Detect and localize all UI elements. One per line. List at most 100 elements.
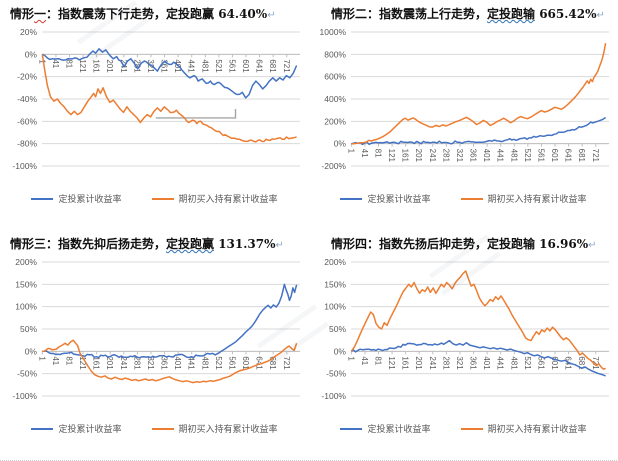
svg-text:481: 481 — [509, 149, 518, 163]
paragraph-mark-icon: ↵ — [275, 240, 284, 251]
svg-text:200%: 200% — [324, 116, 346, 126]
legend-label: 期初买入持有累计收益率 — [487, 194, 587, 204]
svg-text:121: 121 — [78, 356, 87, 370]
svg-text:321: 321 — [146, 59, 155, 73]
paragraph-mark-icon: ↵ — [588, 240, 597, 251]
legend-label: 期初买入持有累计收益率 — [178, 424, 278, 434]
svg-text:481: 481 — [509, 356, 518, 370]
svg-text:321: 321 — [455, 356, 464, 370]
svg-text:41: 41 — [51, 59, 60, 68]
svg-text:641: 641 — [564, 149, 573, 163]
title-text: 665.42% — [535, 7, 597, 21]
series-line-buyhold — [350, 270, 606, 370]
legend-label: 定投累计收益率 — [367, 424, 431, 434]
series-line-dca — [351, 116, 607, 146]
svg-text:161: 161 — [401, 149, 410, 163]
svg-text:721: 721 — [591, 149, 600, 163]
svg-text:521: 521 — [523, 149, 532, 163]
svg-text:361: 361 — [160, 59, 169, 73]
svg-text:150%: 150% — [15, 279, 37, 289]
chart-legend: 定投累计收益率 期初买入持有累计收益率 — [309, 422, 618, 435]
svg-text:-100%: -100% — [12, 391, 37, 401]
svg-text:-100%: -100% — [321, 391, 346, 401]
legend-item-buyhold: 期初买入持有累计收益率 — [151, 192, 278, 205]
chart-panel-scenario-1: 情形一：指数震荡下行走势，定投跑赢 64.40%↵ 20% 0% -20% -40% -… — [0, 0, 309, 230]
svg-text:121: 121 — [387, 356, 396, 370]
title-spellcheck-segment: 一 — [34, 7, 47, 21]
gridlines — [351, 31, 609, 167]
svg-text:241: 241 — [428, 149, 437, 163]
legend-label: 定投累计收益率 — [58, 424, 122, 434]
chart-legend: 定投累计收益率 期初买入持有累计收益率 — [0, 192, 309, 205]
x-axis — [350, 143, 609, 147]
svg-text:200%: 200% — [324, 257, 346, 267]
svg-text:1: 1 — [37, 59, 46, 64]
svg-text:161: 161 — [401, 356, 410, 370]
y-axis-labels: 200% 150% 100% 50% 0% -50% -100% — [321, 257, 346, 401]
gridlines — [42, 31, 300, 167]
svg-text:361: 361 — [469, 149, 478, 163]
legend-line-swatch-orange — [460, 427, 483, 430]
svg-text:81: 81 — [373, 149, 382, 158]
svg-text:441: 441 — [187, 59, 196, 73]
svg-text:401: 401 — [482, 149, 491, 163]
svg-text:-80%: -80% — [17, 139, 37, 149]
svg-text:50%: 50% — [329, 324, 346, 334]
svg-text:281: 281 — [441, 149, 450, 163]
legend-line-swatch-blue — [31, 427, 54, 430]
x-axis-labels: 1 41 81 121 161 201 241 281 321 361 401 441 481 521 56… — [37, 356, 290, 370]
legend-item-buyhold: 期初买入持有累计收益率 — [460, 422, 587, 435]
svg-text:201: 201 — [105, 59, 114, 73]
svg-text:641: 641 — [255, 59, 264, 73]
svg-text:81: 81 — [64, 59, 73, 68]
legend-label: 期初买入持有累计收益率 — [178, 194, 278, 204]
series-line-buyhold — [351, 43, 607, 145]
svg-text:81: 81 — [373, 356, 382, 365]
svg-text:200%: 200% — [15, 257, 37, 267]
svg-text:481: 481 — [200, 356, 209, 370]
series-line-dca — [350, 339, 606, 377]
paragraph-mark-icon: ↵ — [596, 10, 605, 21]
svg-text:321: 321 — [455, 149, 464, 163]
svg-text:800%: 800% — [324, 49, 346, 59]
svg-text:150%: 150% — [324, 279, 346, 289]
title-spellcheck-segment: 定投跑赢 — [166, 237, 215, 251]
svg-text:0%: 0% — [334, 139, 347, 149]
svg-text:681: 681 — [268, 356, 277, 370]
chart-title-scenario-2: 情形二：指数震荡上行走势，定投跑输 665.42%↵ — [309, 0, 618, 24]
svg-text:41: 41 — [360, 149, 369, 158]
svg-text:401: 401 — [482, 356, 491, 370]
legend-item-dca: 定投累计收益率 — [31, 192, 122, 205]
x-axis-labels: 1 41 81 121 161 201 241 281 321 361 401 441 481 521 56… — [346, 149, 599, 163]
title-text: ：指数震荡下行走势，定投跑赢 64.40% — [46, 7, 268, 21]
legend-item-buyhold: 期初买入持有累计收益率 — [151, 422, 278, 435]
svg-text:81: 81 — [64, 356, 73, 365]
svg-text:561: 561 — [536, 356, 545, 370]
svg-text:721: 721 — [282, 356, 291, 370]
line-chart-canvas: 1000% 800% 600% 400% 200% 0% -200% 1 41 81 121 161 2… — [320, 27, 609, 171]
svg-text:-50%: -50% — [17, 369, 37, 379]
svg-text:401: 401 — [173, 356, 182, 370]
x-axis-labels: 1 41 81 121 161 201 241 281 321 361 401 441 481 521 56… — [346, 356, 599, 370]
svg-text:1: 1 — [346, 149, 355, 154]
legend-label: 定投累计收益率 — [367, 194, 431, 204]
svg-text:161: 161 — [92, 356, 101, 370]
legend-label: 定投累计收益率 — [58, 194, 122, 204]
svg-text:600%: 600% — [324, 72, 346, 82]
legend-line-swatch-orange — [151, 427, 174, 430]
svg-text:400%: 400% — [324, 94, 346, 104]
svg-text:201: 201 — [414, 356, 423, 370]
svg-text:0%: 0% — [334, 346, 347, 356]
svg-text:641: 641 — [255, 356, 264, 370]
y-axis-labels: 200% 150% 100% 50% 0% -50% -100% — [12, 257, 37, 401]
svg-text:-50%: -50% — [326, 369, 346, 379]
legend-line-swatch-orange — [460, 197, 483, 200]
svg-text:721: 721 — [282, 59, 291, 73]
line-chart-canvas: 20% 0% -20% -40% -60% -80% -100% 1 41 81 121 161 201… — [12, 27, 300, 171]
svg-text:-60%: -60% — [17, 116, 37, 126]
chart-title-scenario-3: 情形三：指数先抑后扬走势，定投跑赢 131.37%↵ — [0, 230, 309, 254]
series-line-dca — [42, 283, 298, 359]
svg-text:681: 681 — [268, 59, 277, 73]
title-text: 情形四：指数先扬后抑走势，定投跑输 16.96% — [331, 237, 589, 251]
